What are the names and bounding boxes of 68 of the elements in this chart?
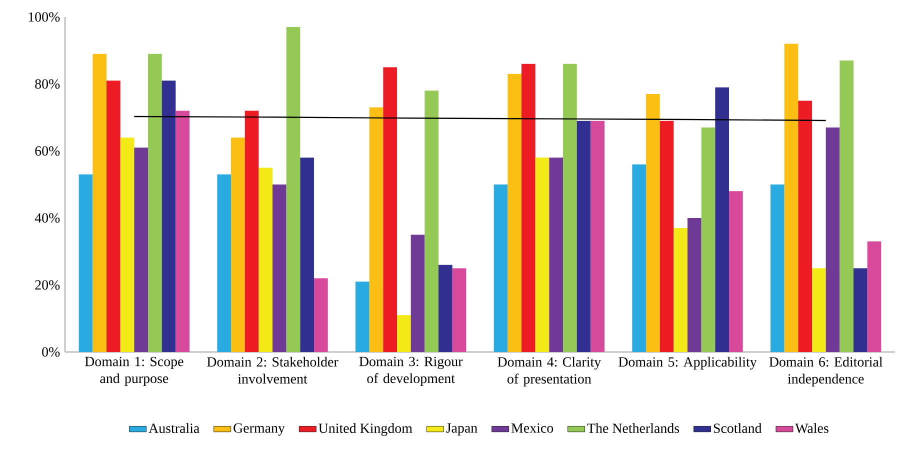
bar xyxy=(494,184,508,352)
bar xyxy=(729,191,743,352)
bar xyxy=(632,164,646,352)
bar xyxy=(286,27,300,352)
x-tick-label: Domain 6: Editorial independence xyxy=(769,356,883,386)
bar xyxy=(770,184,784,352)
bar xyxy=(356,282,370,352)
bar xyxy=(840,60,854,352)
y-tick-label: 60% xyxy=(35,146,60,156)
bar xyxy=(217,174,232,352)
bar xyxy=(535,158,550,352)
bar xyxy=(162,80,176,352)
bar xyxy=(272,184,286,352)
bar xyxy=(231,138,245,352)
bar xyxy=(549,158,564,352)
bar xyxy=(314,278,328,352)
x-tick-label: Domain 1: Scope and purpose xyxy=(85,356,184,386)
bar xyxy=(688,218,702,352)
bar xyxy=(134,148,148,352)
legend-label: The Netherlands xyxy=(587,423,680,433)
legend-label: Australia xyxy=(148,423,200,433)
bar xyxy=(660,120,674,352)
y-tick-label: 0% xyxy=(42,347,60,357)
bar xyxy=(646,94,660,352)
bar xyxy=(674,228,688,352)
bar xyxy=(397,315,411,352)
bar xyxy=(826,128,840,352)
bar xyxy=(715,87,730,352)
bar xyxy=(798,100,812,352)
bar xyxy=(784,44,798,352)
bar xyxy=(176,110,190,352)
bar xyxy=(92,54,107,352)
legend-label: Wales xyxy=(795,423,828,434)
x-tick-label: Domain 3: Rigour of development xyxy=(359,356,463,386)
legend-label: Germany xyxy=(234,423,285,436)
bar xyxy=(78,174,93,352)
bar xyxy=(854,268,868,352)
bar xyxy=(258,168,273,352)
y-tick-label: 100% xyxy=(28,12,60,22)
bar xyxy=(300,158,314,352)
x-tick-label: Domain 5: Applicability xyxy=(618,356,757,370)
bar xyxy=(701,128,716,352)
bar xyxy=(438,264,452,352)
legend-label: Japan xyxy=(446,423,478,436)
bar xyxy=(508,74,522,352)
bar xyxy=(244,110,259,352)
bar xyxy=(452,268,466,352)
bar xyxy=(148,54,162,352)
y-tick-label: 80% xyxy=(35,79,60,89)
bar xyxy=(120,138,134,352)
bar xyxy=(106,80,120,352)
legend-label: United Kingdom xyxy=(318,423,412,436)
x-tick-label: Domain 4: Clarity of presentation xyxy=(498,356,602,386)
bar xyxy=(576,120,591,352)
bar xyxy=(383,67,398,352)
bar xyxy=(522,64,536,352)
bar xyxy=(590,120,605,352)
y-tick-label: 20% xyxy=(35,280,60,290)
bar xyxy=(410,234,425,352)
bar xyxy=(369,107,384,352)
legend-label: Mexico xyxy=(511,423,554,433)
x-tick-label: Domain 2: Stakeholder involvement xyxy=(207,356,338,384)
bar xyxy=(424,90,439,352)
bar xyxy=(867,241,882,352)
bar xyxy=(812,268,826,352)
legend-label: Scotland xyxy=(714,423,762,433)
y-tick-label: 40% xyxy=(34,213,60,223)
bar xyxy=(563,64,577,352)
